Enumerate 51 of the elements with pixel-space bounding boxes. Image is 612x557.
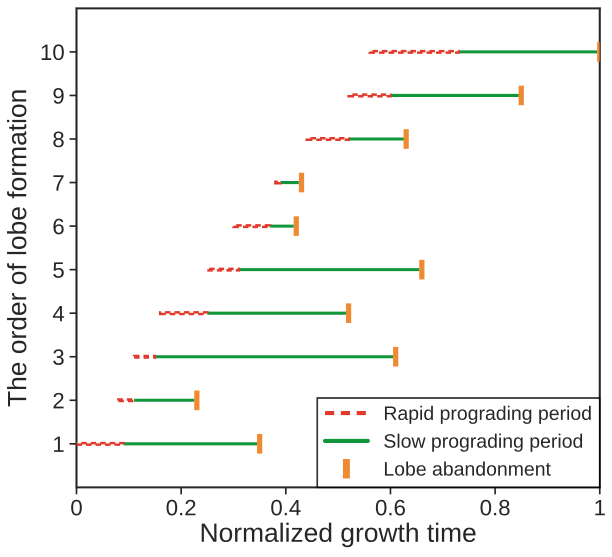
y-tick-label: 10 (42, 44, 64, 60)
bar (348, 137, 404, 141)
bar (294, 216, 299, 236)
y-tick-label: 1 (54, 436, 64, 452)
x-tick-label: 0 (71, 500, 82, 516)
bar (346, 303, 352, 323)
legend-label: Slow prograding period (384, 434, 582, 452)
bar (257, 434, 262, 454)
y-tick-label: 3 (53, 349, 64, 366)
bar (280, 181, 299, 184)
y-tick-label: 9 (53, 88, 64, 104)
y-tick-label: 2 (53, 392, 64, 408)
y-tick-label: 8 (53, 132, 64, 148)
bar (597, 42, 600, 62)
x-tick-label: 0.2 (166, 500, 196, 516)
bar (194, 390, 200, 410)
bar (206, 268, 240, 272)
bar (132, 354, 156, 359)
legend-label: Rapid prograding period (384, 406, 591, 424)
bar (458, 50, 598, 54)
bar (158, 311, 209, 316)
bar (117, 398, 136, 402)
y-tick-label: 5 (53, 262, 64, 278)
bar (270, 224, 294, 228)
y-tick-label: 6 (53, 218, 64, 234)
bar (154, 355, 394, 358)
x-axis-title: Normalized growth time (202, 522, 476, 548)
bar (207, 312, 346, 315)
x-tick-label: 0.8 (480, 500, 510, 516)
bar (390, 94, 519, 97)
y-tick-label: 4 (52, 306, 64, 322)
bar (274, 180, 282, 185)
bar (368, 50, 460, 54)
bar (232, 224, 272, 228)
bar (305, 136, 350, 142)
bar (393, 346, 398, 367)
bar (419, 260, 424, 280)
y-axis-title: The order of lobe formation (7, 90, 26, 406)
bar (347, 93, 392, 98)
bar (404, 129, 409, 149)
bar (76, 442, 125, 446)
bar (238, 268, 420, 272)
x-tick-label: 0.4 (271, 500, 301, 516)
legend-label: Lobe abandonment (384, 461, 551, 476)
x-tick-label: 1 (595, 500, 605, 516)
bar (518, 86, 524, 106)
bar (124, 442, 258, 446)
y-tick-label: 7 (53, 175, 64, 191)
x-tick-label: 0.6 (376, 500, 405, 516)
bar (134, 398, 194, 402)
bar (298, 172, 304, 192)
